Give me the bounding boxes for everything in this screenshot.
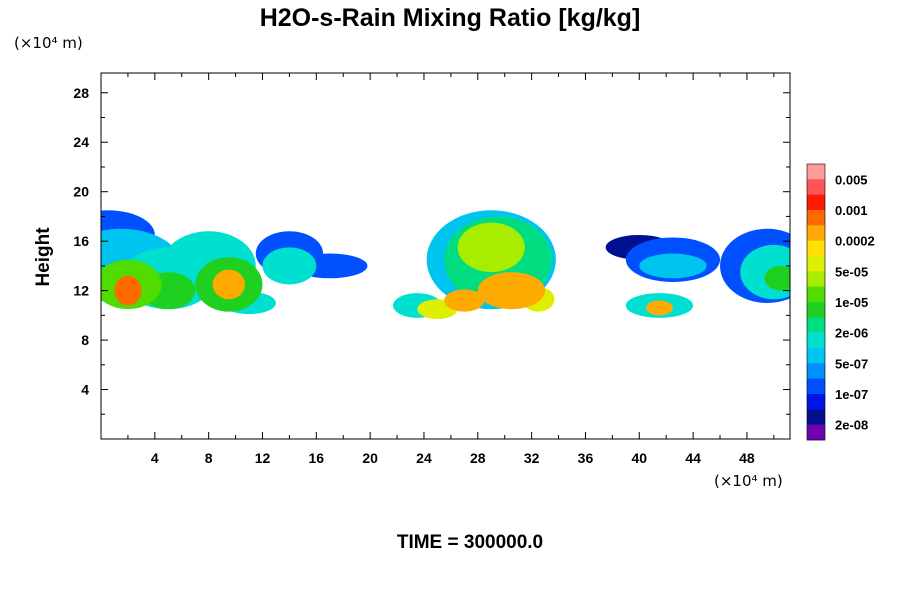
colorbar-swatch [807,240,825,257]
x-tick-label: 20 [362,450,378,466]
chart-title: H2O-s-Rain Mixing Ratio [kg/kg] [259,4,641,32]
colorbar-swatch [807,256,825,272]
colorbar-swatch [807,286,825,303]
y-tick-label: 16 [73,233,89,249]
y-tick-label: 4 [81,382,89,398]
contour-cell [646,300,673,316]
y-tick-label: 20 [73,184,89,200]
colorbar-swatch [807,271,825,287]
colorbar-swatch [807,194,825,211]
x-tick-label: 44 [685,450,701,466]
colorbar-label: 2e-08 [835,418,868,433]
colorbar-label: 5e-07 [835,356,868,371]
contour-cell [212,269,245,300]
contour-cell [444,289,485,312]
x-tick-label: 8 [205,450,213,466]
y-axis: 4 8 12 16 20 24 28 [73,85,790,415]
contour-cell [477,272,546,310]
colorbar-swatch [807,225,825,241]
x-tick-label: 32 [524,450,540,466]
y-axis-unit: (×10⁴ m) [14,34,83,52]
x-axis-unit: (×10⁴ m) [714,472,783,490]
colorbar-swatch [807,363,825,379]
colorbar-label: 0.005 [835,172,868,187]
x-tick-label: 40 [631,450,647,466]
x-tick-label: 28 [470,450,486,466]
contour-cell [639,253,707,279]
x-tick-label: 36 [578,450,594,466]
colorbar-swatch [807,317,825,333]
y-axis-label: Height [33,227,54,287]
colorbar-label: 0.001 [835,203,868,218]
colorbar-swatch [807,378,825,395]
colorbar-label: 0.0002 [835,234,875,249]
colorbar-swatch [807,302,825,318]
colorbar-label: 1e-07 [835,387,868,402]
y-tick-label: 8 [81,332,89,348]
x-tick-label: 12 [255,450,271,466]
colorbar-swatch [807,394,825,410]
colorbar-label: 5e-05 [835,264,868,279]
time-label: TIME = 300000.0 [396,532,544,553]
contour-field [101,210,790,320]
x-axis: 4 8 12 16 20 24 28 32 36 40 44 48 [127,73,775,466]
colorbar-swatch [807,210,825,226]
x-tick-label: 16 [309,450,325,466]
y-tick-label: 12 [73,283,89,299]
colorbar-label: 1e-05 [835,295,868,310]
plot-frame [100,72,791,440]
colorbar-swatch [807,424,825,441]
colorbar-frame [806,163,826,441]
x-tick-label: 48 [739,450,755,466]
y-tick-label: 24 [73,134,89,150]
colorbar-swatch [807,332,825,349]
colorbar-swatch [807,409,825,425]
y-tick-label: 28 [73,85,89,101]
contour-cell [262,247,317,285]
colorbar: 0.005 0.001 0.0002 5e-05 1e-05 2e-06 5e-07 1e-0… [806,163,875,441]
x-tick-label: 4 [151,450,159,466]
contour-cell [457,222,525,273]
colorbar-swatch [807,164,825,180]
colorbar-swatch [807,348,825,364]
colorbar-label: 2e-06 [835,326,868,341]
contour-cell [114,275,142,306]
contour-cell [764,265,790,291]
x-tick-label: 24 [416,450,432,466]
colorbar-swatch [807,179,825,195]
